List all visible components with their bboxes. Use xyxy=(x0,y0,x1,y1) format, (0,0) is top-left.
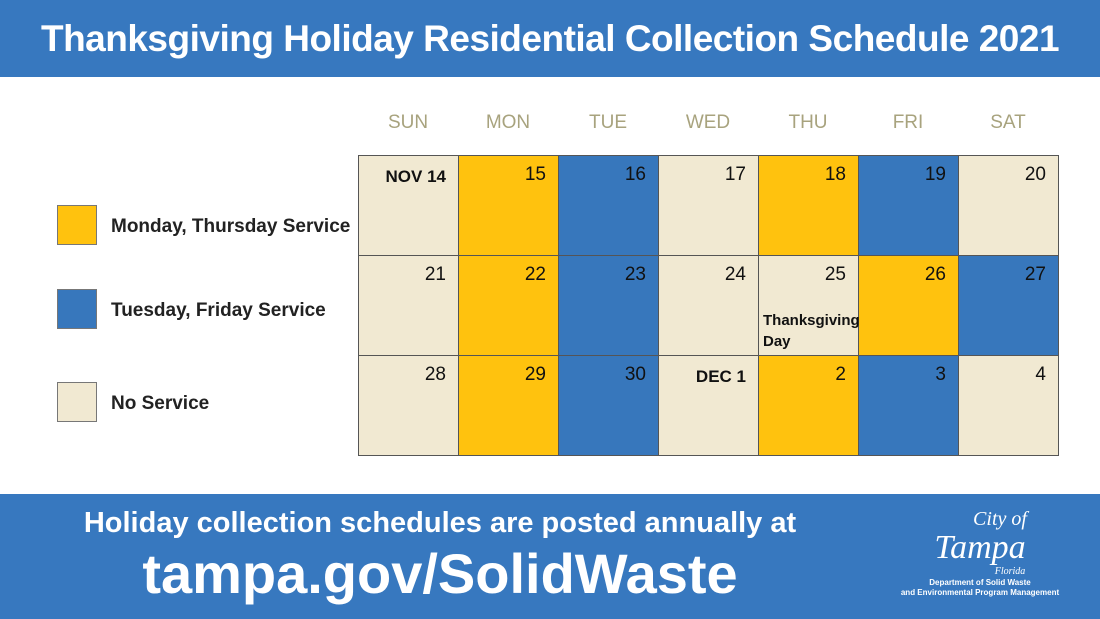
footer-url: tampa.gov/SolidWaste xyxy=(142,542,738,605)
logo-dept2: and Environmental Program Management xyxy=(900,588,1060,597)
day-number: 30 xyxy=(624,364,646,385)
day-header: SUN xyxy=(387,112,429,133)
day-header: THU xyxy=(788,112,828,133)
day-number: 4 xyxy=(1035,364,1046,385)
calendar-day: DEC 1 xyxy=(659,356,759,456)
day-number: 27 xyxy=(1024,264,1046,285)
calendar-day: 18 xyxy=(759,156,859,256)
day-header: TUE xyxy=(589,112,627,133)
calendar-day: 15 xyxy=(459,156,559,256)
footer-line1: Holiday collection schedules are posted … xyxy=(83,507,797,539)
day-number: 23 xyxy=(624,264,646,285)
logo-florida: Florida xyxy=(994,566,1026,577)
day-number: 3 xyxy=(935,364,946,385)
calendar-day: 27 xyxy=(959,256,1059,356)
calendar-day: 21 xyxy=(359,256,459,356)
calendar-day: 30 xyxy=(559,356,659,456)
day-header: WED xyxy=(685,112,731,133)
legend-swatch xyxy=(57,205,97,245)
day-number: NOV 14 xyxy=(385,167,446,186)
logo-city-of: City of xyxy=(973,508,1027,530)
calendar-day: 2 xyxy=(759,356,859,456)
calendar-day: 23 xyxy=(559,256,659,356)
day-number: 21 xyxy=(424,264,446,285)
day-header: FRI xyxy=(892,112,924,133)
calendar-day: NOV 14 xyxy=(359,156,459,256)
calendar-day: 17 xyxy=(659,156,759,256)
day-number: 25 xyxy=(824,264,846,285)
logo-dept1: Department of Solid Waste xyxy=(929,578,1031,587)
calendar-day: 4 xyxy=(959,356,1059,456)
day-number: DEC 1 xyxy=(695,367,746,386)
day-number: 29 xyxy=(524,364,546,385)
day-number: 17 xyxy=(724,164,746,185)
calendar-day: 3 xyxy=(859,356,959,456)
legend-label: No Service xyxy=(111,393,210,414)
day-header: SAT xyxy=(990,112,1026,133)
calendar-day: 19 xyxy=(859,156,959,256)
calendar-day: 28 xyxy=(359,356,459,456)
day-number: 19 xyxy=(924,164,946,185)
page-title: Thanksgiving Holiday Residential Collect… xyxy=(0,0,1100,77)
day-number: 28 xyxy=(424,364,446,385)
calendar-day: 26 xyxy=(859,256,959,356)
calendar-day: 24 xyxy=(659,256,759,356)
day-number: 22 xyxy=(524,264,546,285)
legend-swatch xyxy=(57,289,97,329)
day-number: 26 xyxy=(924,264,946,285)
city-of-tampa-logo: City of Tampa Florida Department of Soli… xyxy=(895,508,1065,598)
calendar-day: 22 xyxy=(459,256,559,356)
day-number: 18 xyxy=(824,164,846,185)
day-number: 16 xyxy=(624,164,646,185)
footer-banner: Holiday collection schedules are posted … xyxy=(0,494,1100,619)
legend-label: Monday, Thursday Service xyxy=(111,216,351,237)
day-number: 24 xyxy=(724,264,746,285)
calendar-grid: NOV 14 15 16 17 18 19 20 21 22 23 24 25 Thanksgiving… xyxy=(358,155,1059,456)
day-number: 15 xyxy=(524,164,546,185)
logo-tampa: Tampa xyxy=(934,529,1026,566)
day-number: 2 xyxy=(835,364,846,385)
calendar-day: 20 xyxy=(959,156,1059,256)
calendar-day: 16 xyxy=(559,156,659,256)
calendar-day: 29 xyxy=(459,356,559,456)
holiday-note: Thanksgiving Day xyxy=(763,312,860,350)
legend-label: Tuesday, Friday Service xyxy=(111,300,326,321)
legend-swatch xyxy=(57,382,97,422)
day-number: 20 xyxy=(1024,164,1046,185)
day-header: MON xyxy=(485,112,531,133)
calendar-day: 25 Thanksgiving Day xyxy=(759,256,860,356)
